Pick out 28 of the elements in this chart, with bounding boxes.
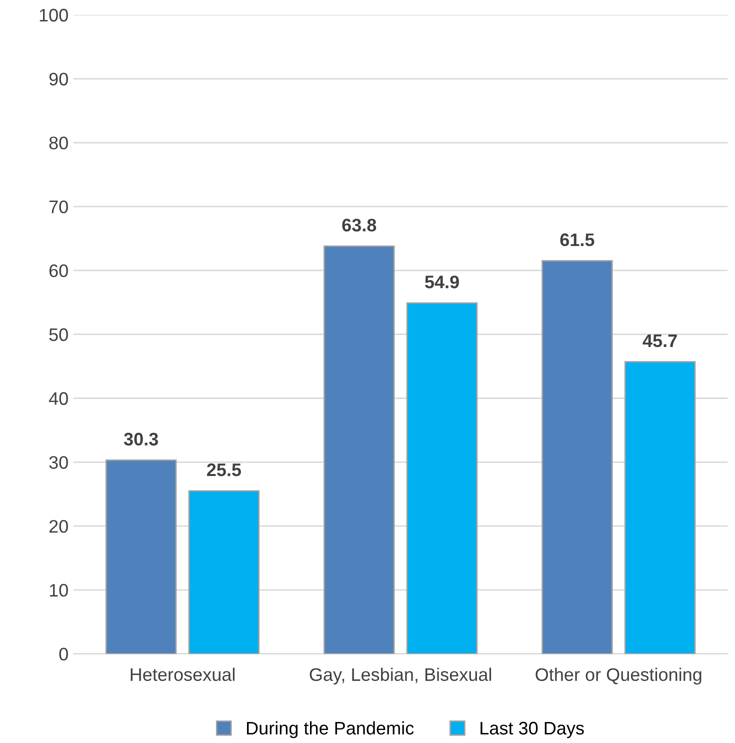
- x-tick-label: Gay, Lesbian, Bisexual: [310, 668, 492, 685]
- y-tick-label: 90: [49, 72, 68, 86]
- data-label: 63.8: [342, 218, 376, 232]
- bar: [106, 460, 177, 654]
- y-tick-label: 50: [49, 328, 68, 342]
- legend-label: Last 30 Days: [480, 722, 584, 738]
- y-tick-label: 20: [49, 520, 68, 533]
- data-label: 25.5: [207, 463, 242, 476]
- x-tick-label: Heterosexual: [130, 668, 235, 681]
- bar: [542, 260, 613, 654]
- bar: [624, 361, 696, 654]
- bar: [188, 490, 260, 654]
- bar: [406, 302, 478, 654]
- y-tick-label: 70: [49, 200, 68, 214]
- y-tick-label: 60: [49, 264, 68, 278]
- legend-label: During the Pandemic: [247, 721, 414, 738]
- x-tick-label: Other or Questioning: [536, 668, 702, 685]
- y-tick-label: 30: [49, 456, 68, 469]
- bar: [324, 245, 395, 654]
- data-label: 61.5: [560, 233, 594, 246]
- y-tick-label: 100: [40, 8, 68, 22]
- y-tick-label: 10: [50, 584, 68, 597]
- data-label: 54.9: [424, 276, 459, 288]
- y-tick-label: 40: [48, 392, 68, 405]
- y-tick-label: 0: [59, 648, 68, 661]
- y-tick-label: 80: [49, 136, 68, 150]
- data-label: 30.3: [124, 432, 158, 446]
- data-label: 45.7: [642, 334, 677, 348]
